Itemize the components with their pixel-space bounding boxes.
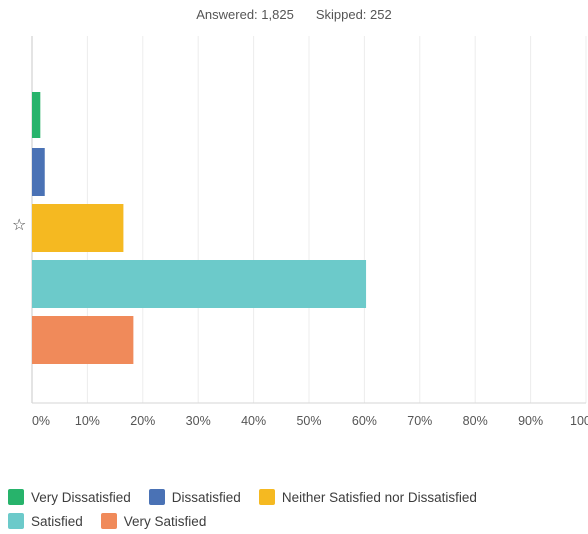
legend-label: Neither Satisfied nor Dissatisfied xyxy=(281,489,477,505)
bar-very-dissatisfied[interactable] xyxy=(32,92,41,138)
legend-label: Satisfied xyxy=(31,513,83,529)
legend-row: Very Dissatisfied Dissatisfied Neither S… xyxy=(8,486,583,508)
chart-grid xyxy=(31,36,587,404)
legend-label: Very Dissatisfied xyxy=(31,489,131,505)
legend-item-very-satisfied[interactable]: Very Satisfied xyxy=(100,513,207,529)
bar-dissatisfied[interactable] xyxy=(32,148,45,196)
legend-swatch xyxy=(8,513,24,529)
star-icon[interactable]: ☆ xyxy=(12,215,27,234)
response-summary: Answered: 1,825 Skipped: 252 xyxy=(0,7,588,22)
legend-label: Very Satisfied xyxy=(123,513,207,529)
x-tick-label: 50% xyxy=(296,414,321,428)
x-tick-label: 40% xyxy=(241,414,266,428)
x-tick-label: 90% xyxy=(518,414,543,428)
legend-item-very-dissatisfied[interactable]: Very Dissatisfied xyxy=(8,489,131,505)
skipped-count: Skipped: 252 xyxy=(315,7,392,22)
legend-swatch xyxy=(258,489,275,505)
x-tick-label: 70% xyxy=(407,414,432,428)
x-tick-label: 0% xyxy=(32,414,50,428)
bar-very-satisfied[interactable] xyxy=(32,316,134,364)
chart-bars xyxy=(32,92,367,364)
legend-item-neither[interactable]: Neither Satisfied nor Dissatisfied xyxy=(258,489,477,505)
x-tick-label: 60% xyxy=(352,414,377,428)
x-axis-ticks: 0% 10% 20% 30% 40% 50% 60% 70% 80% 90% 100% xyxy=(32,414,588,428)
legend-swatch xyxy=(8,489,24,505)
legend-swatch xyxy=(148,489,165,505)
legend-label: Dissatisfied xyxy=(171,489,241,505)
x-tick-label: 100% xyxy=(570,414,588,428)
bar-chart: 0% 10% 20% 30% 40% 50% 60% 70% 80% 90% 100% xyxy=(31,36,588,428)
x-tick-label: 30% xyxy=(186,414,211,428)
bar-satisfied[interactable] xyxy=(32,260,367,308)
x-tick-label: 20% xyxy=(130,414,155,428)
legend-swatch xyxy=(100,513,117,529)
bar-neither-satisfied-nor-dissatisfied[interactable] xyxy=(32,204,124,252)
legend-item-dissatisfied[interactable]: Dissatisfied xyxy=(148,489,241,505)
x-tick-label: 80% xyxy=(463,414,488,428)
x-tick-label: 10% xyxy=(75,414,100,428)
legend-row: Satisfied Very Satisfied xyxy=(8,510,583,532)
legend-item-satisfied[interactable]: Satisfied xyxy=(8,513,83,529)
answered-count: Answered: 1,825 xyxy=(196,7,294,22)
chart-legend: Very Dissatisfied Dissatisfied Neither S… xyxy=(8,486,583,534)
